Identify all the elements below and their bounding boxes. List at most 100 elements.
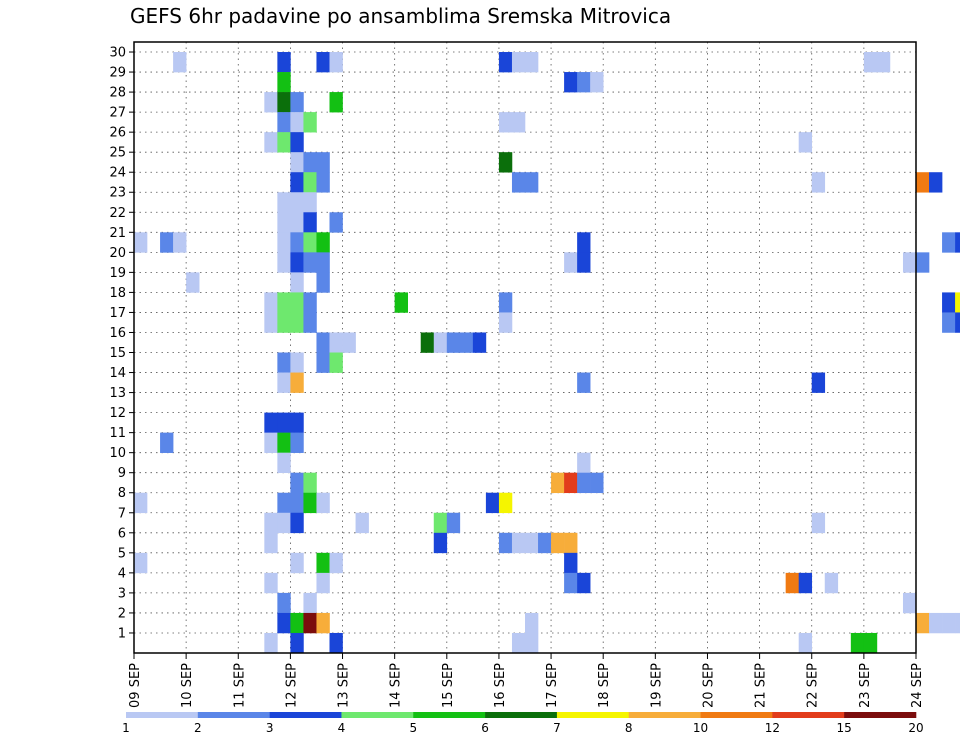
ensemble-cell	[290, 252, 304, 273]
ensemble-cell	[303, 472, 317, 494]
ensemble-cell	[511, 112, 526, 133]
ensemble-cell	[316, 572, 330, 594]
colorbar-swatch	[772, 712, 845, 718]
ensemble-cell	[303, 192, 317, 213]
ensemble-cell	[446, 332, 461, 353]
ensemble-cell	[277, 132, 291, 153]
y-tick-label: 26	[109, 126, 126, 141]
ensemble-cell	[316, 252, 330, 273]
colorbar-swatch	[485, 712, 558, 718]
ensemble-cell	[316, 172, 330, 193]
ensemble-cell	[577, 472, 591, 494]
ensemble-cell	[577, 452, 591, 474]
ensemble-cell	[277, 72, 291, 93]
x-tick-label: 23 SEP	[858, 663, 873, 708]
y-tick-label: 9	[118, 466, 126, 481]
ensemble-cell	[525, 532, 539, 554]
y-tick-label: 20	[109, 246, 126, 261]
y-tick-label: 7	[118, 506, 126, 521]
ensemble-cell	[290, 552, 304, 574]
y-tick-label: 17	[109, 306, 126, 321]
ensemble-cell	[916, 172, 930, 193]
ensemble-cell	[824, 572, 839, 594]
ensemble-cell	[811, 172, 826, 193]
ensemble-cell	[929, 172, 943, 193]
ensemble-cell	[290, 352, 304, 373]
y-tick-label: 6	[118, 526, 126, 541]
y-tick-label: 25	[109, 146, 126, 161]
ensemble-cell	[590, 72, 604, 93]
ensemble-cell	[277, 412, 291, 433]
ensemble-cell	[290, 412, 304, 433]
ensemble-cell	[329, 52, 343, 73]
ensemble-cell	[277, 452, 291, 474]
ensemble-cell	[290, 132, 304, 153]
ensemble-cell	[577, 72, 591, 93]
ensemble-cell	[264, 572, 278, 594]
ensemble-cell	[485, 492, 500, 514]
x-tick-label: 17 SEP	[545, 663, 560, 708]
ensemble-cell	[277, 372, 291, 393]
ensemble-cell	[186, 272, 200, 293]
ensemble-cell	[459, 332, 474, 353]
chart-title: GEFS 6hr padavine po ansamblima Sremska …	[130, 4, 672, 28]
ensemble-cell	[511, 632, 526, 654]
x-tick-label: 13 SEP	[337, 663, 352, 708]
ensemble-cell	[303, 292, 317, 313]
ensemble-cell	[498, 112, 513, 133]
ensemble-cell	[134, 232, 148, 253]
ensemble-cell	[564, 252, 578, 273]
y-tick-label: 27	[109, 106, 126, 121]
x-tick-label: 15 SEP	[441, 663, 456, 708]
ensemble-cell	[498, 152, 513, 173]
ensemble-cell	[498, 292, 513, 313]
ensemble-cell	[316, 612, 330, 634]
ensemble-cell	[525, 172, 539, 193]
colorbar-label: 2	[194, 721, 202, 735]
ensemble-cell	[316, 352, 330, 373]
ensemble-cell	[798, 572, 813, 594]
ensemble-cell	[811, 512, 826, 534]
y-tick-label: 30	[109, 46, 126, 61]
ensemble-cell	[798, 132, 813, 153]
ensemble-cell	[264, 292, 278, 313]
x-tick-label: 16 SEP	[493, 663, 508, 708]
ensemble-cell	[303, 592, 317, 614]
ensemble-cell	[342, 332, 356, 353]
ensemble-cell	[264, 512, 278, 534]
ensemble-cell	[303, 252, 317, 273]
colorbar-swatch	[700, 712, 773, 718]
y-tick-label: 21	[109, 226, 126, 241]
colorbar-swatch	[556, 712, 630, 718]
x-tick-label: 12 SEP	[284, 663, 299, 708]
ensemble-cell	[290, 512, 304, 534]
colorbar-label: 5	[409, 721, 417, 735]
ensemble-cell	[329, 632, 343, 654]
ensemble-cell	[811, 372, 826, 393]
ensemble-cell	[511, 172, 526, 193]
ensemble-cell	[538, 532, 552, 554]
y-tick-label: 22	[109, 206, 126, 221]
ensemble-cell	[316, 272, 330, 293]
colorbar-swatch	[341, 712, 414, 718]
ensemble-cell	[329, 332, 343, 353]
ensemble-cell	[303, 312, 317, 333]
x-tick-label: 19 SEP	[649, 663, 664, 708]
ensemble-cell	[433, 512, 448, 534]
ensemble-cell	[955, 312, 960, 333]
y-tick-label: 5	[118, 546, 126, 561]
ensemble-cell	[511, 532, 526, 554]
ensemble-cell	[316, 552, 330, 574]
colorbar-label: 7	[553, 721, 561, 735]
ensemble-cell	[577, 572, 591, 594]
ensemble-cell	[355, 512, 369, 534]
ensemble-cell	[316, 492, 330, 514]
y-tick-label: 15	[109, 346, 126, 361]
ensemble-cell	[916, 612, 930, 634]
ensemble-cell	[290, 172, 304, 193]
ensemble-cell	[551, 472, 565, 494]
y-tick-label: 2	[118, 606, 126, 621]
cells-layer	[134, 52, 960, 654]
ensemble-cell	[498, 312, 513, 333]
colorbar-label: 4	[338, 721, 346, 735]
